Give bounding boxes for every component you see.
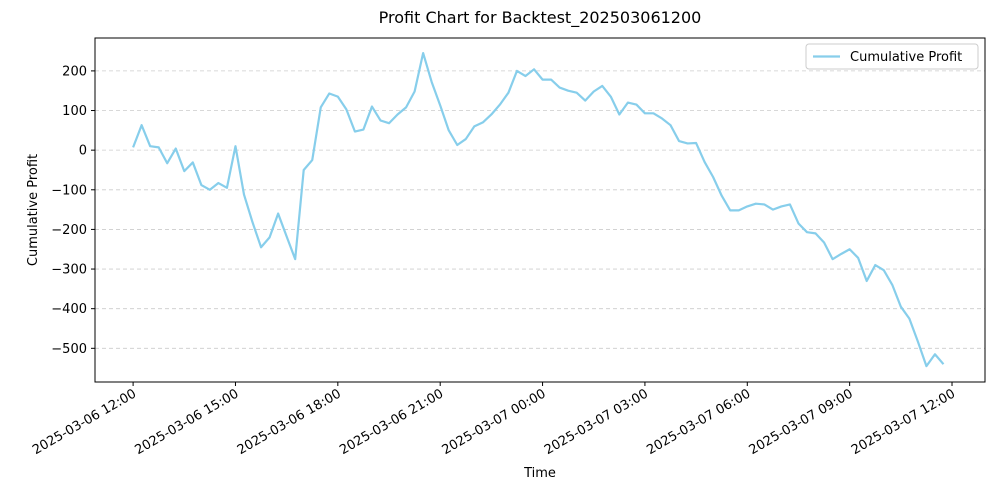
- x-tick-label: 2025-03-07 03:00: [542, 386, 651, 458]
- x-tick-label: 2025-03-06 15:00: [133, 386, 242, 458]
- y-tick-label: 100: [62, 104, 87, 119]
- legend-box: [805, 43, 979, 70]
- y-axis-label: Cumulative Profit: [26, 154, 41, 266]
- x-tick-label: 2025-03-06 12:00: [30, 386, 139, 458]
- x-tick-label: 2025-03-07 12:00: [849, 386, 958, 458]
- x-tick-label: 2025-03-07 06:00: [644, 386, 753, 458]
- plot-frame: [94, 37, 986, 383]
- x-tick-label: 2025-03-07 00:00: [440, 386, 549, 458]
- line-series: [132, 51, 945, 368]
- x-tick-label: 2025-03-06 18:00: [235, 386, 344, 458]
- legend-label: Cumulative Profit: [850, 50, 962, 65]
- y-tick-label: −400: [51, 302, 87, 317]
- x-tick-label: 2025-03-06 21:00: [337, 386, 446, 458]
- y-tick-label: 0: [79, 144, 87, 159]
- y-tick-label: −300: [51, 263, 87, 278]
- x-tick-label: 2025-03-07 09:00: [747, 386, 856, 458]
- y-tick-label: −500: [51, 342, 87, 357]
- x-axis-label: Time: [523, 466, 556, 481]
- chart-title: Profit Chart for Backtest_202503061200: [379, 8, 702, 28]
- y-tick-label: 200: [62, 64, 87, 79]
- y-tick-label: −200: [51, 223, 87, 238]
- y-tick-label: −100: [51, 183, 87, 198]
